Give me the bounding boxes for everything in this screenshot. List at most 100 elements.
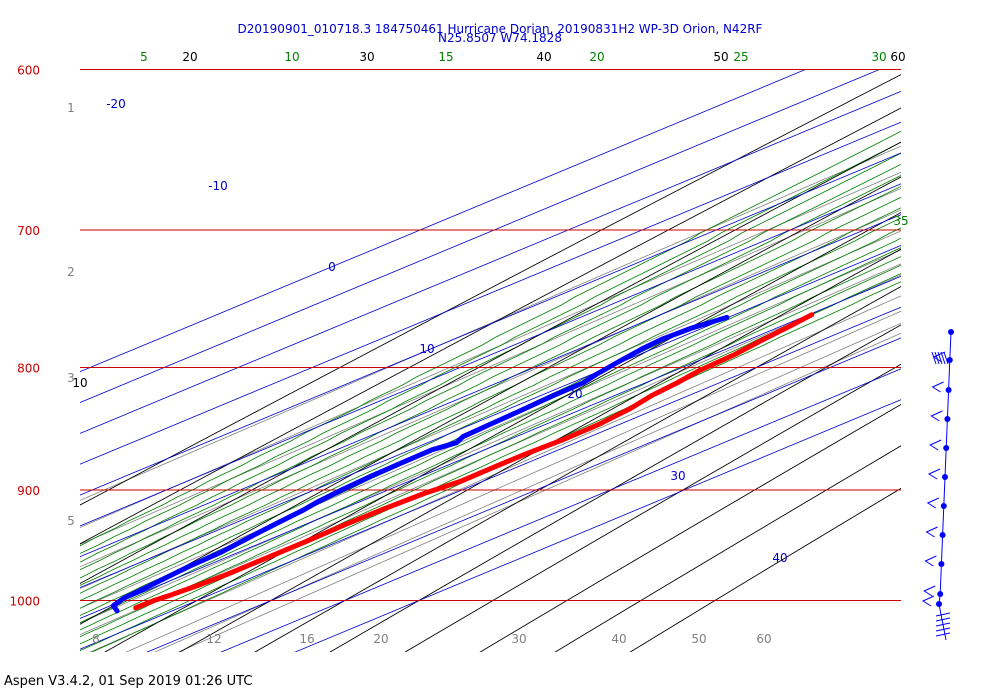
isotherm-line: [80, 183, 901, 527]
mixing-ratio-label: 5: [67, 514, 75, 528]
isotherm-label: 10: [419, 342, 434, 356]
isotherm-label: 0: [328, 260, 336, 274]
moist-adiabat-line: [80, 175, 901, 579]
mixing-ratio-label: 1: [67, 101, 75, 115]
mixing-ratio-label: 30: [511, 632, 526, 646]
dry-adiabat-line: [404, 363, 901, 652]
wind-barb-point: [939, 532, 946, 538]
wind-barb-tick: [935, 627, 951, 632]
wind-barb-tick: [931, 351, 937, 365]
moist-adiabat-line: [80, 207, 901, 602]
wind-barb-flag: [929, 439, 942, 451]
dry-adiabat-line: [554, 445, 901, 652]
pressure-label-1000: 1000: [9, 595, 40, 609]
dry-adiabat-line: [329, 324, 901, 652]
wind-barb-point: [936, 601, 942, 607]
pressure-label-800: 800: [17, 362, 40, 376]
mixing-ratio-label: 16: [299, 632, 314, 646]
wind-barb-tick: [943, 351, 949, 365]
moist-adiabat-line: [80, 130, 901, 547]
chart-subtitle: N25.8507 W74.1828: [438, 31, 562, 45]
moist-adiabat-label: 5: [140, 50, 148, 64]
mixing-ratio-label: 60: [756, 632, 771, 646]
moist-adiabat-line: [80, 152, 901, 563]
wind-barb-tick: [935, 612, 951, 617]
wind-barb-point: [948, 329, 954, 335]
isotherm-line: [80, 275, 901, 619]
isotherm-line: [80, 245, 901, 588]
mixing-ratio-line: [154, 322, 901, 652]
isotherm-line: [294, 399, 901, 652]
temperature-trace: [133, 312, 815, 611]
isotherm-line: [80, 306, 901, 650]
mixing-ratio-line: [80, 274, 901, 636]
wind-barb-point: [946, 357, 953, 363]
moist-adiabat-label: 15: [438, 50, 453, 64]
mixing-ratio-label: 12: [206, 632, 221, 646]
dry-adiabat-line: [179, 248, 901, 652]
dry-adiabat-line: [80, 74, 901, 506]
wind-barb-flag: [924, 555, 937, 567]
mixing-ratio-label: 50: [691, 632, 706, 646]
wind-barb-point: [940, 503, 947, 509]
wind-barb-flag: [923, 585, 936, 597]
wind-barb-flag: [930, 410, 943, 422]
isotherm-label: -20: [106, 97, 126, 111]
isotherm-line: [80, 121, 901, 465]
wind-barb-flag: [931, 381, 944, 393]
dewpoint-trace: [110, 314, 730, 614]
dry-adiabat-label: 40: [536, 50, 551, 64]
wind-barb-flag: [926, 497, 940, 509]
mixing-ratio-line: [80, 249, 901, 609]
moist-adiabat-label: 10: [284, 50, 299, 64]
wind-barb-tick: [935, 632, 951, 637]
wind-barb-point: [945, 387, 952, 393]
moist-adiabat-label: 35: [893, 214, 908, 228]
moist-adiabat-line: [80, 196, 901, 594]
mixing-ratio-line: [80, 263, 901, 624]
wind-barb-point: [937, 591, 944, 597]
pressure-label-900: 900: [17, 484, 40, 498]
moist-adiabat-label: 30: [871, 50, 886, 64]
wind-barb-point: [942, 474, 948, 480]
moist-adiabat-line: [80, 217, 901, 609]
dry-adiabat-line: [629, 487, 901, 652]
mixing-ratio-label: 8: [92, 632, 100, 646]
moist-adiabat-line: [80, 273, 901, 652]
moist-adiabat-line: [80, 247, 901, 631]
mixing-ratio-label: 40: [611, 632, 626, 646]
mixing-ratio-line: [80, 230, 901, 589]
moist-adiabat-line: [80, 186, 901, 586]
chart-title: D20190901_010718.3 184750461 Hurricane D…: [237, 22, 763, 36]
moist-adiabat-label: 25: [733, 50, 748, 64]
mixing-ratio-line: [80, 209, 901, 568]
moist-adiabat-line: [80, 227, 901, 616]
mixing-ratio-line: [80, 188, 901, 545]
wind-barb-point: [938, 561, 945, 567]
isotherm-label: 40: [772, 551, 787, 565]
wind-barb-tick: [934, 351, 940, 365]
wind-barb-tick: [937, 351, 943, 365]
wind-barb-flag: [925, 526, 938, 538]
wind-barb-tick: [935, 622, 951, 627]
dry-adiabat-line: [254, 285, 901, 652]
dry-adiabat-line: [104, 212, 901, 652]
moist-adiabat-line: [80, 256, 901, 638]
moist-adiabat-line: [80, 163, 901, 571]
moist-adiabat-line: [91, 281, 901, 652]
pressure-label-600: 600: [17, 64, 40, 78]
wind-barb-flag: [927, 468, 941, 480]
mixing-ratio-line: [125, 310, 901, 652]
wind-barb-tick: [940, 351, 946, 365]
dry-adiabat-label: 60: [890, 50, 905, 64]
dry-adiabat-line: [80, 176, 901, 625]
isotherm-line: [80, 152, 901, 496]
isotherm-line: [80, 69, 808, 373]
isotherm-line: [220, 368, 901, 652]
dry-adiabat-label: 20: [182, 50, 197, 64]
dry-adiabat-label: 50: [713, 50, 728, 64]
wind-barb-point: [944, 416, 951, 422]
mixing-ratio-label: 20: [373, 632, 388, 646]
isotherm-line: [80, 90, 901, 434]
